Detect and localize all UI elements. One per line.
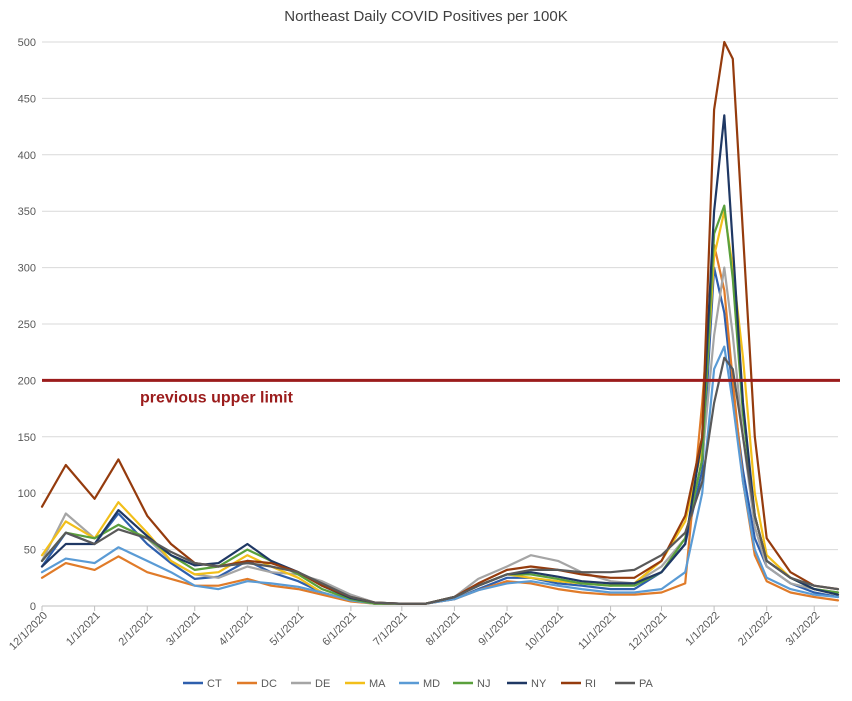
- x-tick-label: 2/1/2022: [736, 610, 775, 649]
- y-tick-label: 0: [30, 601, 36, 613]
- x-tick-label: 3/1/2022: [784, 610, 823, 649]
- y-tick-label: 300: [18, 263, 36, 275]
- x-tick-label: 12/1/2021: [627, 610, 670, 653]
- y-tick-label: 450: [18, 93, 36, 105]
- y-tick-label: 200: [18, 375, 36, 387]
- y-axis-ticks: 0 50 100 150 200 250 300 350 400 450 500: [18, 37, 36, 613]
- y-tick-label: 400: [18, 150, 36, 162]
- upper-limit-annotation: previous upper limit: [42, 378, 840, 406]
- y-tick-label: 150: [18, 432, 36, 444]
- y-tick-label: 500: [18, 37, 36, 49]
- legend-label-de: DE: [315, 678, 330, 690]
- y-tick-label: 50: [24, 545, 36, 557]
- x-tick-label: 12/1/2020: [7, 610, 50, 653]
- series-lines: [40, 40, 840, 605]
- series-line-ma: [40, 210, 840, 605]
- legend: CT DC DE MA MD NJ NY RI PA: [183, 678, 654, 690]
- x-tick-label: 7/1/2021: [371, 610, 410, 649]
- upper-limit-label: previous upper limit: [140, 389, 294, 406]
- y-tick-label: 350: [18, 206, 36, 218]
- legend-label-ri: RI: [585, 678, 596, 690]
- x-axis-ticks: 12/1/2020 1/1/2021 2/1/2021 3/1/2021 4/1/202…: [7, 605, 838, 653]
- gridlines: [42, 41, 838, 607]
- x-tick-label: 10/1/2021: [523, 610, 566, 653]
- legend-label-ny: NY: [531, 678, 547, 690]
- x-tick-label: 8/1/2021: [424, 610, 463, 649]
- legend-label-pa: PA: [639, 678, 654, 690]
- legend-label-ct: CT: [207, 678, 222, 690]
- series-line-md: [40, 345, 840, 605]
- chart-title: Northeast Daily COVID Positives per 100K: [284, 8, 567, 25]
- y-tick-label: 100: [18, 488, 36, 500]
- x-tick-label: 4/1/2021: [217, 610, 256, 649]
- x-tick-label: 11/1/2021: [576, 610, 619, 653]
- legend-label-dc: DC: [261, 678, 277, 690]
- legend-label-ma: MA: [369, 678, 386, 690]
- x-tick-label: 1/1/2022: [683, 610, 722, 649]
- x-tick-label: 2/1/2021: [117, 610, 156, 649]
- x-tick-label: 9/1/2021: [476, 610, 515, 649]
- x-tick-label: 6/1/2021: [320, 610, 359, 649]
- legend-label-md: MD: [423, 678, 440, 690]
- x-tick-label: 3/1/2021: [164, 610, 203, 649]
- y-tick-label: 250: [18, 319, 36, 331]
- legend-label-nj: NJ: [477, 678, 490, 690]
- series-line-ri: [40, 40, 840, 605]
- series-line-de: [40, 266, 840, 605]
- x-tick-label: 1/1/2021: [64, 610, 103, 649]
- x-tick-label: 5/1/2021: [268, 610, 307, 649]
